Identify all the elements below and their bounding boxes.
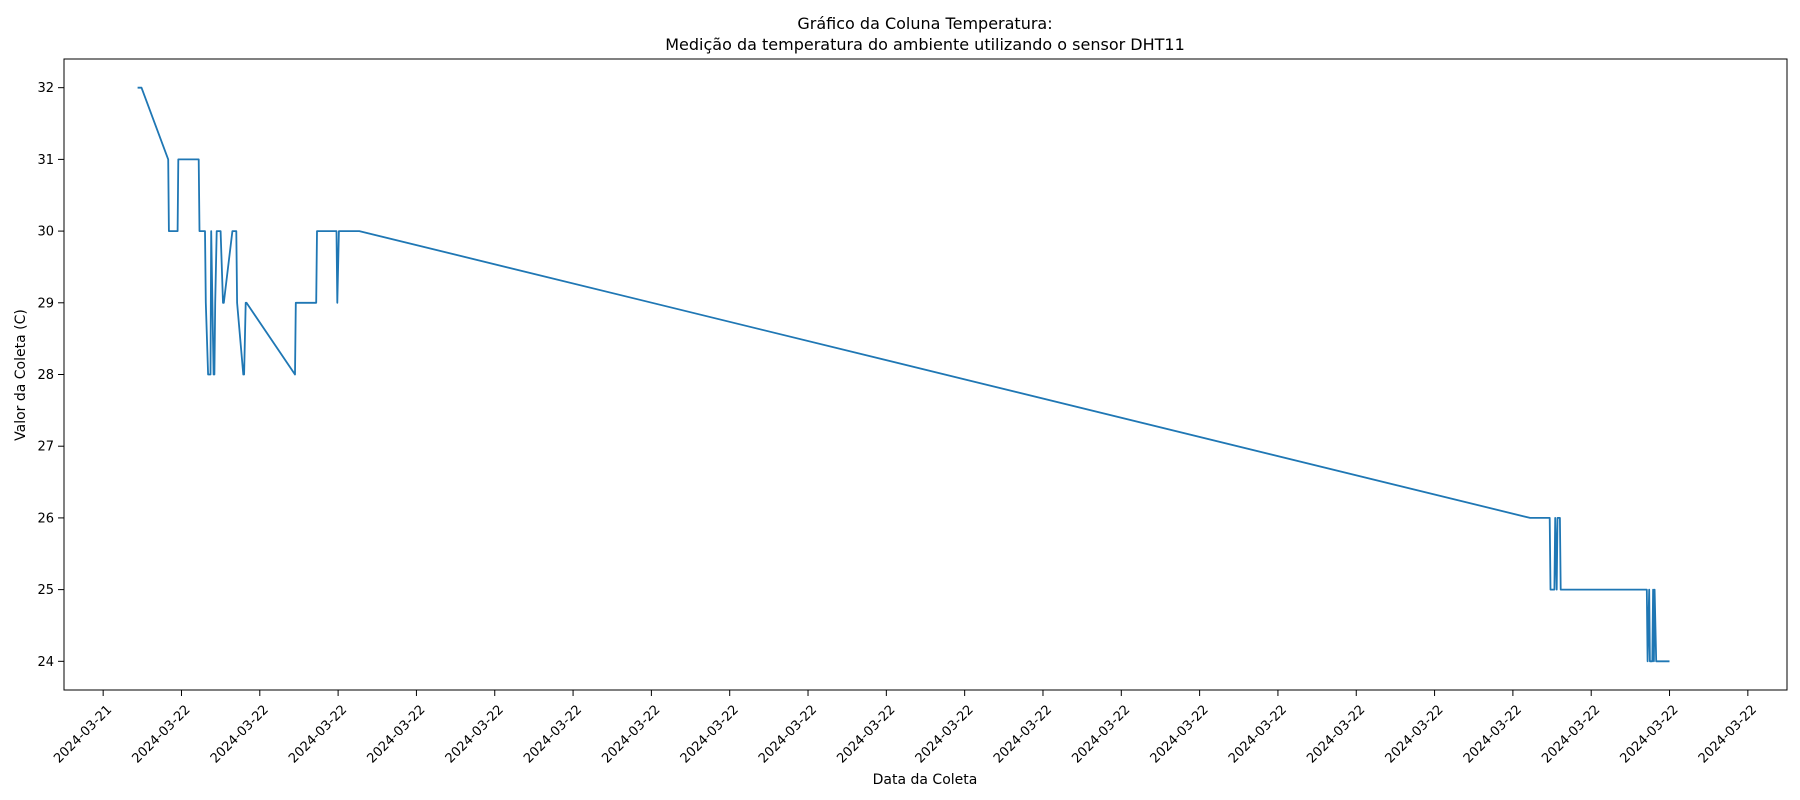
x-tick-label: 2024-03-22 [443, 702, 507, 766]
y-tick-label: 27 [37, 440, 54, 455]
x-tick-label: 2024-03-22 [913, 702, 977, 766]
y-tick-label: 32 [37, 81, 54, 96]
x-tick-label: 2024-03-22 [1696, 702, 1760, 766]
y-axis-ticks: 24 25 26 27 28 29 30 31 32 [37, 81, 64, 670]
x-tick-label: 2024-03-22 [208, 702, 272, 766]
x-tick-label: 2024-03-22 [756, 702, 820, 766]
y-tick-label: 29 [37, 296, 54, 311]
plot-frame [63, 58, 1788, 691]
x-axis-ticks: 2024-03-21 2024-03-22 2024-03-22 2024-03-22… [51, 690, 1760, 766]
y-tick-label: 28 [37, 368, 54, 383]
y-tick-label: 25 [37, 583, 54, 598]
x-tick-label: 2024-03-22 [678, 702, 742, 766]
x-tick-label: 2024-03-22 [991, 702, 1055, 766]
y-tick-label: 24 [37, 655, 54, 670]
x-tick-label: 2024-03-22 [286, 702, 350, 766]
x-tick-label: 2024-03-22 [599, 702, 663, 766]
chart-title: Gráfico da Coluna Temperatura: [797, 14, 1052, 33]
x-tick-label: 2024-03-22 [1618, 702, 1682, 766]
x-tick-label: 2024-03-22 [834, 702, 898, 766]
x-tick-label: 2024-03-22 [129, 702, 193, 766]
x-tick-label: 2024-03-22 [1461, 702, 1525, 766]
x-tick-label: 2024-03-22 [364, 702, 428, 766]
temperature-series-line [137, 86, 1670, 663]
x-tick-label: 2024-03-22 [1539, 702, 1603, 766]
x-tick-label: 2024-03-22 [1304, 702, 1368, 766]
x-tick-label: 2024-03-22 [1383, 702, 1447, 766]
x-tick-label: 2024-03-22 [1069, 702, 1133, 766]
y-tick-label: 31 [37, 153, 54, 168]
y-tick-label: 30 [37, 225, 54, 240]
y-axis-label: Valor da Coleta (C) [13, 309, 29, 441]
x-tick-label: 2024-03-22 [521, 702, 585, 766]
chart-subtitle: Medição da temperatura do ambiente utili… [665, 35, 1185, 54]
y-tick-label: 26 [37, 511, 54, 526]
x-axis-label: Data da Coleta [873, 772, 978, 788]
x-tick-label: 2024-03-22 [1226, 702, 1290, 766]
x-tick-label: 2024-03-22 [1148, 702, 1212, 766]
x-tick-label: 2024-03-21 [51, 702, 115, 766]
